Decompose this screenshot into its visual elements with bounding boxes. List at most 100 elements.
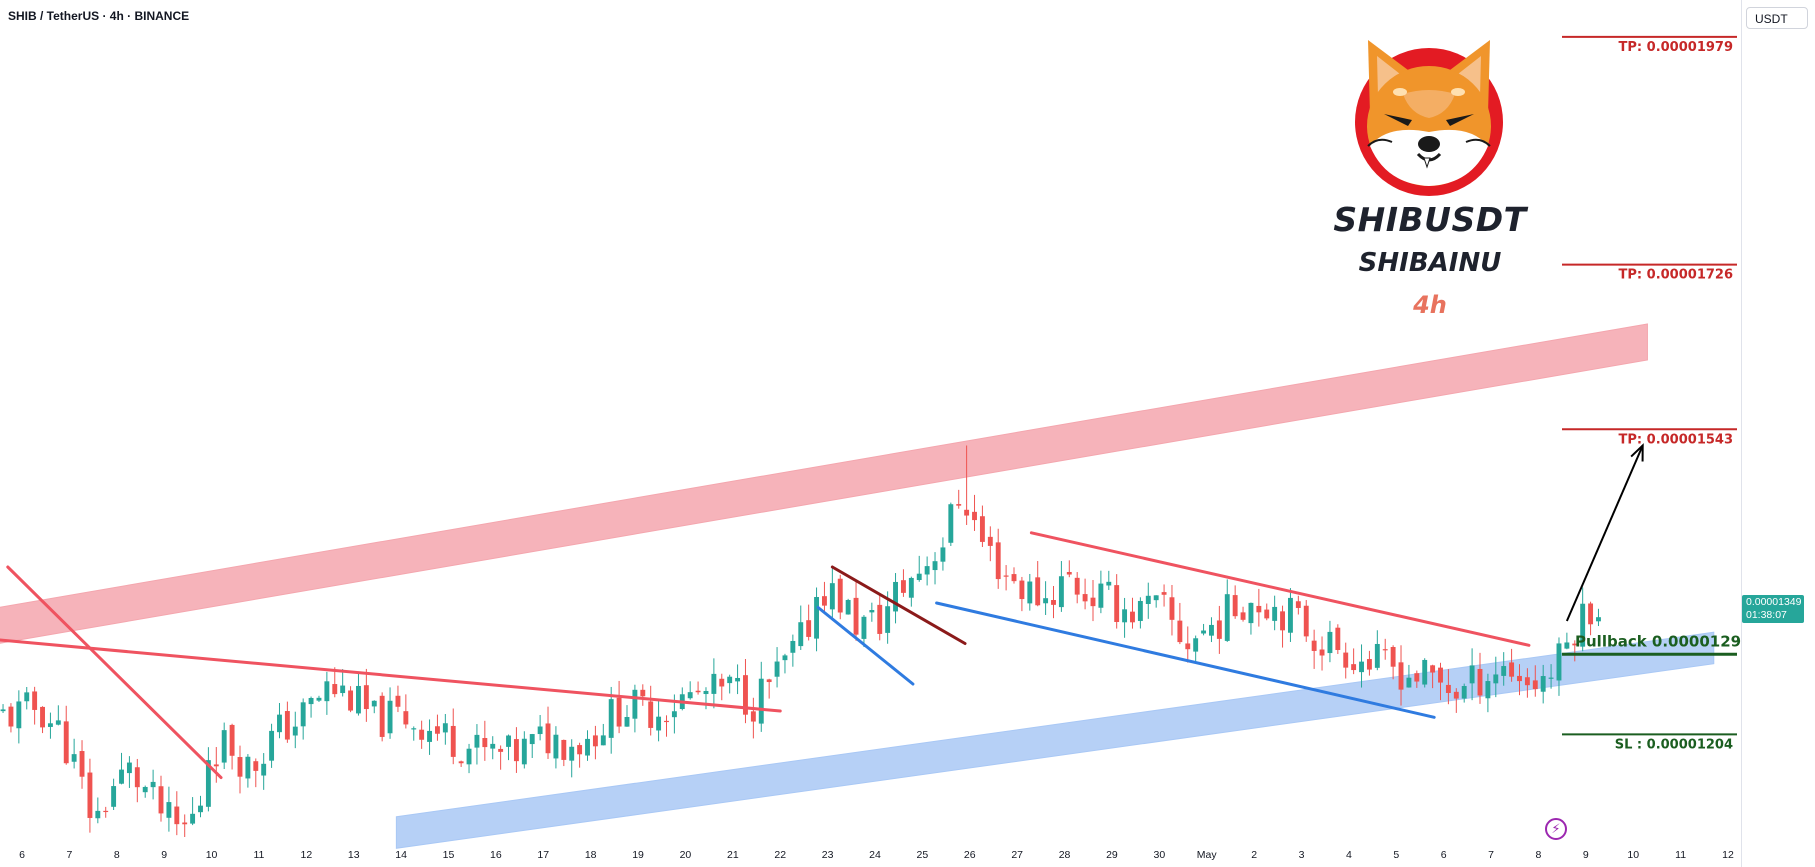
candle-body (482, 738, 488, 748)
candle-body (916, 573, 922, 581)
candle-body (419, 729, 425, 740)
candle-body (190, 813, 196, 824)
candle-body (995, 542, 1001, 580)
x-tick-label: 16 (490, 849, 502, 861)
candle-body (1596, 617, 1601, 622)
candle-body (253, 761, 259, 771)
candle-body (1043, 598, 1049, 604)
descending-trendline-2 (0, 638, 782, 713)
candle-body (569, 746, 575, 761)
candle-body (900, 580, 906, 593)
x-tick-label: 22 (774, 849, 786, 861)
candle-body (300, 702, 306, 727)
candle-body (750, 711, 756, 722)
candle-body (490, 743, 496, 749)
candle-body (174, 806, 180, 825)
candle-body (47, 723, 53, 727)
candle-body (782, 655, 788, 661)
candle-body (1051, 600, 1056, 605)
candle-body (245, 756, 251, 779)
candle-body (506, 735, 511, 747)
candle-body (711, 673, 717, 694)
current-price-value: 0.00001349 (1746, 596, 1802, 608)
candle-body (1114, 585, 1120, 622)
candle-body (411, 728, 417, 730)
x-tick-label: 11 (1675, 849, 1686, 861)
candle-body (1351, 664, 1357, 671)
candle-body (1556, 643, 1562, 681)
level-label-tp3: TP: 0.00001979 (1619, 40, 1733, 55)
x-tick-label: 24 (869, 849, 881, 861)
candle-body (695, 690, 701, 693)
candle-body (1232, 595, 1238, 617)
candle-body (1122, 609, 1128, 623)
candle-body (261, 763, 267, 776)
candle-body (656, 716, 662, 731)
level-label-sl: SL : 0.00001204 (1615, 737, 1733, 752)
candle-body (1248, 602, 1254, 624)
candle-body (395, 695, 401, 707)
candle-body (1098, 583, 1104, 608)
candle-body (1509, 662, 1515, 677)
candle-body (40, 706, 45, 728)
x-tick-label: 18 (585, 849, 597, 861)
candle-body (1532, 680, 1538, 690)
candle-body (466, 748, 472, 765)
lower-channel-band (395, 631, 1715, 849)
x-tick-label: 23 (822, 849, 834, 861)
x-tick-label: 12 (300, 849, 312, 861)
candle-body (1430, 665, 1436, 673)
candle-body (790, 640, 796, 653)
candle-body (1461, 686, 1467, 699)
flag-resistance-line (830, 565, 967, 645)
candle-body (1501, 666, 1507, 676)
lightning-icon[interactable]: ⚡ (1545, 818, 1567, 840)
candle-body (371, 700, 377, 707)
candle-body (1414, 673, 1420, 682)
candle-body (877, 604, 883, 634)
currency-selector[interactable]: USDT (1746, 7, 1808, 29)
candle-body (387, 700, 393, 734)
price-scale[interactable] (1741, 0, 1815, 867)
candle-body (1058, 576, 1064, 608)
candle-body (774, 661, 780, 677)
candle-body (150, 781, 156, 788)
candle-body (948, 504, 954, 543)
candle-body (229, 724, 235, 756)
x-tick-label: 12 (1722, 849, 1734, 861)
x-tick-label: 11 (253, 849, 264, 861)
candle-body (166, 802, 172, 818)
candle-body (1374, 643, 1380, 668)
candle-body (1311, 640, 1317, 651)
candle-body (1548, 677, 1554, 679)
candle-body (616, 697, 622, 727)
candle-body (442, 723, 448, 733)
candle-body (1422, 659, 1428, 685)
x-tick-label: 10 (1627, 849, 1639, 861)
candle-body (340, 685, 346, 694)
candle-body (24, 692, 30, 702)
x-tick-label: 4 (1346, 849, 1352, 861)
candle-body (822, 596, 827, 606)
candle-body (940, 547, 946, 562)
candle-body (8, 706, 14, 727)
candle-body (292, 726, 298, 736)
candle-body (585, 738, 590, 756)
candle-body (932, 561, 938, 571)
x-tick-label: 14 (395, 849, 407, 861)
x-tick-label: 9 (161, 849, 167, 861)
candle-body (95, 810, 101, 819)
candle-body (987, 536, 993, 546)
candle-body (735, 677, 741, 682)
x-tick-label: 8 (114, 849, 120, 861)
candle-body (553, 734, 559, 759)
candle-body (964, 509, 970, 516)
candle-body (458, 761, 464, 764)
symbol-header[interactable]: SHIB / TetherUS · 4h · BINANCE (8, 9, 190, 23)
candle-body (1453, 691, 1459, 699)
x-tick-label: 15 (443, 849, 455, 861)
candle-body (158, 786, 164, 814)
candle-body (1445, 684, 1451, 693)
